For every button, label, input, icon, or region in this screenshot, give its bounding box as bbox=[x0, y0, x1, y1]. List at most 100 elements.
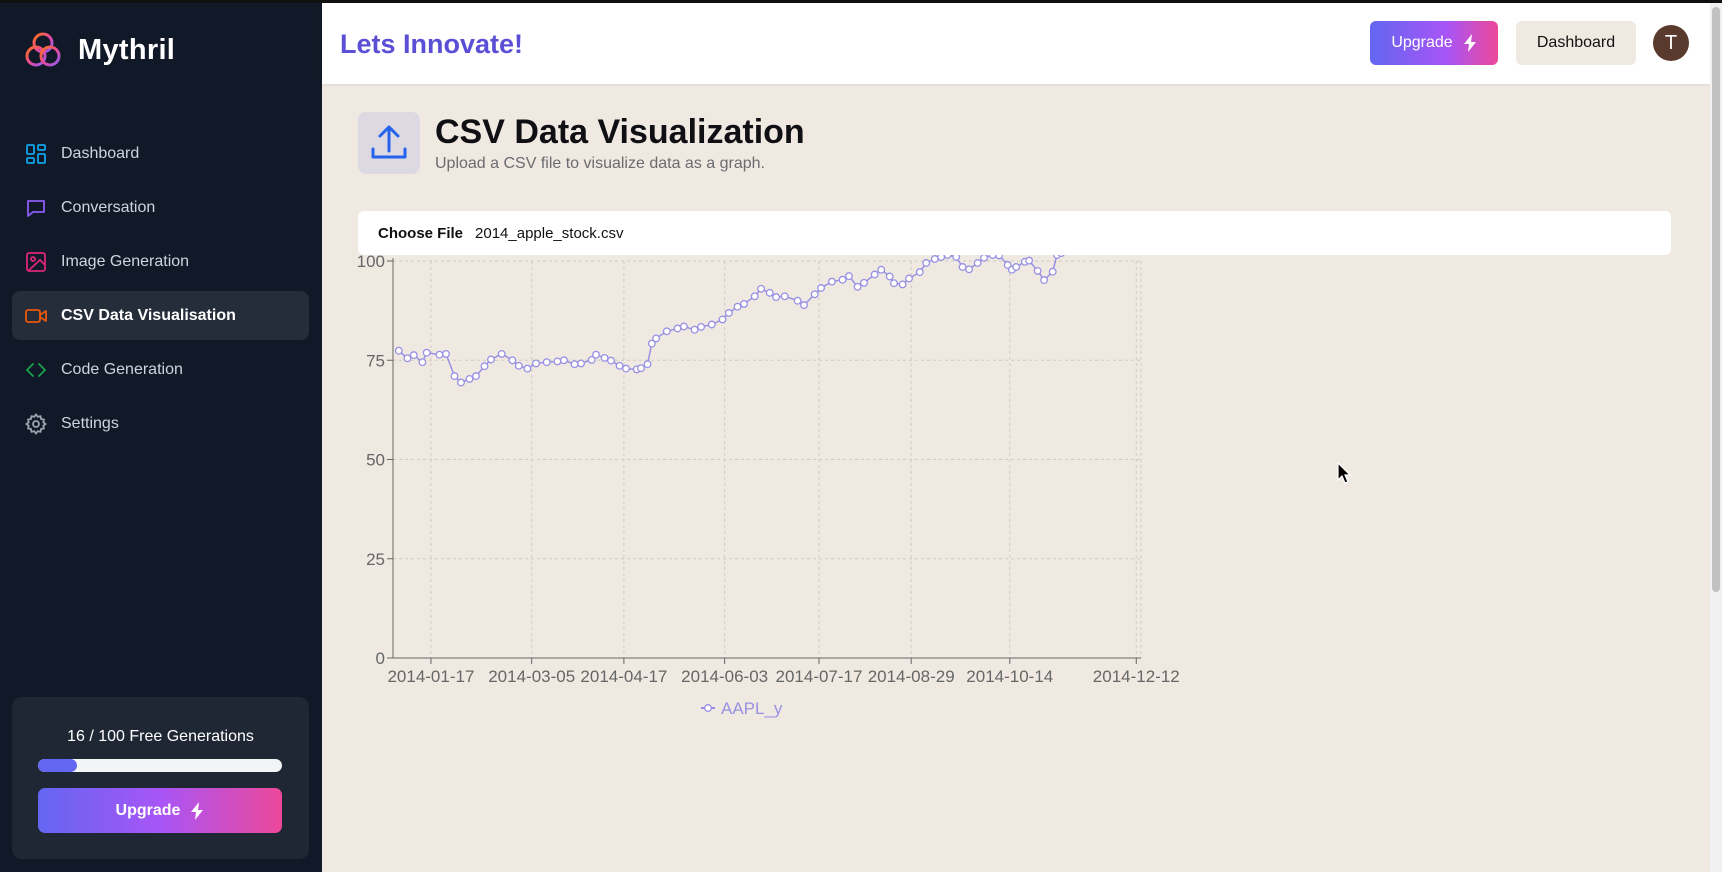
data-point[interactable] bbox=[898, 280, 907, 289]
data-point[interactable] bbox=[733, 302, 742, 311]
data-point[interactable] bbox=[1012, 263, 1021, 271]
data-point[interactable] bbox=[600, 353, 609, 362]
data-point[interactable] bbox=[409, 351, 418, 360]
data-point[interactable] bbox=[845, 272, 853, 281]
data-point[interactable] bbox=[757, 284, 766, 293]
data-point[interactable] bbox=[679, 322, 688, 331]
data-point[interactable] bbox=[1025, 256, 1034, 265]
data-point[interactable] bbox=[570, 360, 579, 369]
data-point[interactable] bbox=[827, 277, 836, 286]
data-point[interactable] bbox=[740, 299, 748, 308]
data-point[interactable] bbox=[559, 356, 568, 365]
data-point[interactable] bbox=[937, 254, 946, 261]
sidebar-item-dashboard[interactable]: Dashboard bbox=[12, 129, 309, 178]
data-point[interactable] bbox=[472, 372, 480, 381]
data-point[interactable] bbox=[943, 252, 952, 259]
header-upgrade-button[interactable]: Upgrade bbox=[1370, 21, 1498, 65]
data-point[interactable] bbox=[422, 348, 431, 357]
data-point[interactable] bbox=[1040, 276, 1049, 285]
data-point[interactable] bbox=[952, 254, 961, 261]
data-point[interactable] bbox=[995, 252, 1004, 260]
data-point[interactable] bbox=[497, 349, 506, 358]
choose-file-button[interactable]: Choose File bbox=[378, 224, 464, 242]
message-icon bbox=[25, 197, 47, 219]
data-point[interactable] bbox=[1048, 267, 1057, 276]
data-point[interactable] bbox=[457, 378, 465, 387]
data-point[interactable] bbox=[793, 296, 802, 305]
data-point[interactable] bbox=[905, 274, 913, 283]
data-point[interactable] bbox=[577, 359, 585, 368]
data-point[interactable] bbox=[442, 349, 450, 358]
data-point[interactable] bbox=[838, 275, 847, 284]
data-point[interactable] bbox=[690, 325, 699, 334]
data-point[interactable] bbox=[487, 355, 495, 364]
data-point[interactable] bbox=[587, 355, 596, 364]
data-point[interactable] bbox=[922, 259, 931, 267]
data-point[interactable] bbox=[637, 364, 645, 373]
sidebar-item-code-generation[interactable]: Code Generation bbox=[12, 345, 309, 394]
data-point[interactable] bbox=[765, 288, 774, 297]
page-scrollbar[interactable] bbox=[1710, 3, 1722, 872]
data-point[interactable] bbox=[643, 360, 652, 369]
data-point[interactable] bbox=[697, 322, 706, 331]
header-dashboard-button[interactable]: Dashboard bbox=[1516, 21, 1636, 65]
upload-icon-box bbox=[358, 112, 420, 174]
data-point[interactable] bbox=[480, 362, 489, 371]
sidebar-item-image-generation[interactable]: Image Generation bbox=[12, 237, 309, 286]
data-point[interactable] bbox=[930, 255, 939, 263]
data-point[interactable] bbox=[514, 361, 523, 370]
data-point[interactable] bbox=[673, 324, 682, 333]
logo[interactable]: Mythril bbox=[24, 31, 175, 69]
data-point[interactable] bbox=[450, 372, 459, 381]
data-point[interactable] bbox=[988, 252, 997, 259]
data-point[interactable] bbox=[1057, 250, 1065, 258]
sidebar-item-settings[interactable]: Settings bbox=[12, 399, 309, 448]
data-point[interactable] bbox=[542, 358, 551, 367]
data-point[interactable] bbox=[662, 327, 671, 336]
data-point[interactable] bbox=[508, 356, 517, 365]
data-point[interactable] bbox=[800, 301, 808, 310]
data-point[interactable] bbox=[394, 346, 403, 355]
data-point[interactable] bbox=[435, 350, 444, 359]
data-point[interactable] bbox=[652, 334, 661, 343]
data-point[interactable] bbox=[750, 292, 759, 301]
data-point[interactable] bbox=[772, 293, 781, 302]
data-point[interactable] bbox=[860, 278, 868, 287]
top-border bbox=[0, 0, 1722, 3]
data-point[interactable] bbox=[810, 290, 819, 299]
data-point[interactable] bbox=[707, 320, 716, 329]
data-point[interactable] bbox=[890, 279, 898, 288]
data-point[interactable] bbox=[523, 364, 532, 373]
data-point[interactable] bbox=[915, 268, 924, 277]
data-point[interactable] bbox=[724, 309, 733, 317]
data-point[interactable] bbox=[418, 358, 427, 367]
data-point[interactable] bbox=[853, 282, 862, 291]
sidebar-item-csv-data-visualisation[interactable]: CSV Data Visualisation bbox=[12, 291, 309, 340]
data-point[interactable] bbox=[647, 339, 656, 348]
data-point[interactable] bbox=[817, 284, 826, 292]
data-point[interactable] bbox=[973, 259, 982, 267]
data-point[interactable] bbox=[403, 354, 412, 363]
data-point[interactable] bbox=[870, 270, 879, 279]
file-input[interactable]: Choose File 2014_apple_stock.csv bbox=[358, 211, 1671, 255]
data-point[interactable] bbox=[718, 315, 727, 324]
data-point[interactable] bbox=[615, 361, 624, 370]
data-point[interactable] bbox=[780, 292, 789, 301]
data-point[interactable] bbox=[958, 263, 967, 271]
data-point[interactable] bbox=[592, 350, 600, 359]
data-point[interactable] bbox=[980, 255, 989, 262]
data-point[interactable] bbox=[1033, 266, 1042, 275]
data-point[interactable] bbox=[553, 357, 562, 366]
sidebar-item-conversation[interactable]: Conversation bbox=[12, 183, 309, 232]
sidebar-upgrade-button[interactable]: Upgrade bbox=[38, 788, 282, 833]
data-point[interactable] bbox=[607, 356, 615, 365]
data-point[interactable] bbox=[885, 272, 894, 281]
data-point[interactable] bbox=[532, 359, 540, 368]
data-point[interactable] bbox=[622, 364, 630, 373]
data-point[interactable] bbox=[1003, 261, 1012, 269]
data-point[interactable] bbox=[877, 265, 886, 274]
user-avatar[interactable]: T bbox=[1653, 25, 1689, 61]
data-point[interactable] bbox=[965, 265, 974, 274]
scrollbar-thumb[interactable] bbox=[1712, 7, 1720, 592]
data-point[interactable] bbox=[465, 374, 474, 383]
